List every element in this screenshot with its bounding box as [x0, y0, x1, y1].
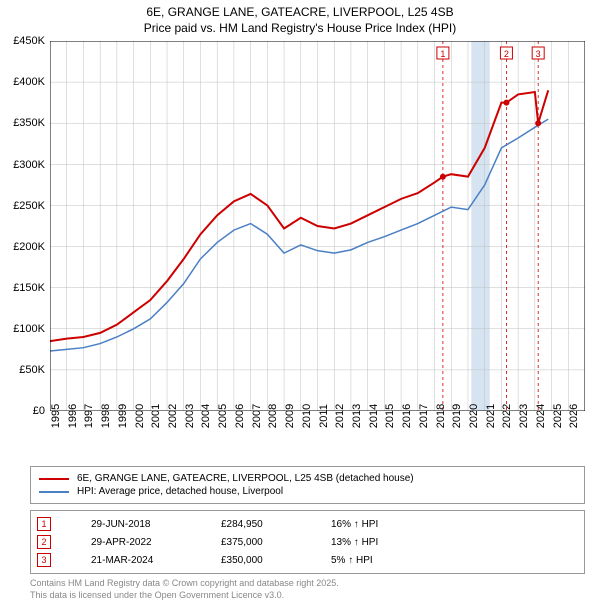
- x-tick-label: 2017: [418, 404, 430, 428]
- x-tick-label: 2019: [451, 404, 463, 428]
- x-tick-label: 1998: [100, 404, 112, 428]
- footer-line2: This data is licensed under the Open Gov…: [30, 590, 284, 600]
- sale-row: 3 21-MAR-2024 £350,000 5% ↑ HPI: [37, 551, 578, 569]
- y-tick-label: £350K: [13, 117, 45, 129]
- y-tick-label: £50K: [19, 364, 45, 376]
- x-tick-label: 2009: [284, 404, 296, 428]
- x-tick-label: 1995: [50, 404, 62, 428]
- sale-pct-vs-hpi: 13% ↑ HPI: [331, 537, 378, 548]
- y-tick-label: £400K: [13, 76, 45, 88]
- x-tick-label: 2010: [301, 404, 313, 428]
- chart-title: 6E, GRANGE LANE, GATEACRE, LIVERPOOL, L2…: [0, 0, 600, 36]
- legend-label-red: 6E, GRANGE LANE, GATEACRE, LIVERPOOL, L2…: [77, 473, 414, 484]
- x-tick-label: 2000: [134, 404, 146, 428]
- sale-price: £375,000: [221, 537, 331, 548]
- chart-container: 6E, GRANGE LANE, GATEACRE, LIVERPOOL, L2…: [0, 0, 600, 590]
- x-tick-label: 2004: [200, 404, 212, 428]
- sale-marker-box: 3: [37, 553, 51, 567]
- x-tick-label: 2002: [167, 404, 179, 428]
- x-tick-label: 2013: [351, 404, 363, 428]
- legend-swatch-red: [39, 478, 69, 480]
- legend-swatch-blue: [39, 491, 69, 493]
- legend-row-red: 6E, GRANGE LANE, GATEACRE, LIVERPOOL, L2…: [39, 472, 576, 485]
- sales-markers-box: 1 29-JUN-2018 £284,950 16% ↑ HPI2 29-APR…: [30, 510, 585, 574]
- sale-pct-vs-hpi: 5% ↑ HPI: [331, 555, 373, 566]
- y-tick-label: £150K: [13, 282, 45, 294]
- y-tick-label: £200K: [13, 241, 45, 253]
- y-tick-label: £100K: [13, 323, 45, 335]
- sale-price: £284,950: [221, 519, 331, 530]
- legend-row-blue: HPI: Average price, detached house, Live…: [39, 485, 576, 498]
- x-tick-label: 2001: [150, 404, 162, 428]
- x-tick-label: 2016: [401, 404, 413, 428]
- x-tick-label: 2025: [552, 404, 564, 428]
- sale-pct-vs-hpi: 16% ↑ HPI: [331, 519, 378, 530]
- x-tick-label: 2015: [384, 404, 396, 428]
- sale-date: 29-APR-2022: [91, 537, 221, 548]
- y-tick-label: £450K: [13, 35, 45, 47]
- sale-date: 29-JUN-2018: [91, 519, 221, 530]
- sale-row: 1 29-JUN-2018 £284,950 16% ↑ HPI: [37, 515, 578, 533]
- x-tick-label: 2023: [518, 404, 530, 428]
- sale-marker-box: 1: [37, 517, 51, 531]
- svg-text:3: 3: [536, 49, 541, 59]
- chart-overlay-svg: 1 2 3: [50, 41, 585, 411]
- y-tick-label: £0: [33, 405, 45, 417]
- y-tick-label: £300K: [13, 159, 45, 171]
- x-tick-label: 1996: [67, 404, 79, 428]
- chart-plot-area: £0£50K£100K£150K£200K£250K£300K£350K£400…: [50, 41, 585, 411]
- x-tick-label: 2018: [435, 404, 447, 428]
- svg-text:1: 1: [440, 49, 445, 59]
- x-tick-label: 2020: [468, 404, 480, 428]
- x-tick-label: 2012: [334, 404, 346, 428]
- x-tick-label: 2011: [318, 404, 330, 428]
- x-axis-labels: 1995199619971998199920002001200220032004…: [50, 411, 585, 461]
- x-tick-label: 2008: [267, 404, 279, 428]
- y-axis-labels: £0£50K£100K£150K£200K£250K£300K£350K£400…: [2, 41, 47, 411]
- x-tick-label: 2005: [217, 404, 229, 428]
- x-tick-label: 2006: [234, 404, 246, 428]
- x-tick-label: 2021: [485, 404, 497, 428]
- x-tick-label: 2024: [535, 404, 547, 428]
- title-line1: 6E, GRANGE LANE, GATEACRE, LIVERPOOL, L2…: [146, 5, 453, 19]
- footer-line1: Contains HM Land Registry data © Crown c…: [30, 578, 339, 588]
- x-tick-label: 1997: [83, 404, 95, 428]
- svg-text:2: 2: [504, 49, 509, 59]
- legend-box: 6E, GRANGE LANE, GATEACRE, LIVERPOOL, L2…: [30, 466, 585, 504]
- x-tick-label: 2014: [368, 404, 380, 428]
- x-tick-label: 2022: [501, 404, 513, 428]
- sale-date: 21-MAR-2024: [91, 555, 221, 566]
- x-tick-label: 2003: [184, 404, 196, 428]
- legend-label-blue: HPI: Average price, detached house, Live…: [77, 486, 283, 497]
- sale-marker-box: 2: [37, 535, 51, 549]
- x-tick-label: 2007: [251, 404, 263, 428]
- x-tick-label: 1999: [117, 404, 129, 428]
- y-tick-label: £250K: [13, 200, 45, 212]
- x-tick-label: 2026: [568, 404, 580, 428]
- title-line2: Price paid vs. HM Land Registry's House …: [144, 21, 456, 35]
- sale-price: £350,000: [221, 555, 331, 566]
- sale-row: 2 29-APR-2022 £375,000 13% ↑ HPI: [37, 533, 578, 551]
